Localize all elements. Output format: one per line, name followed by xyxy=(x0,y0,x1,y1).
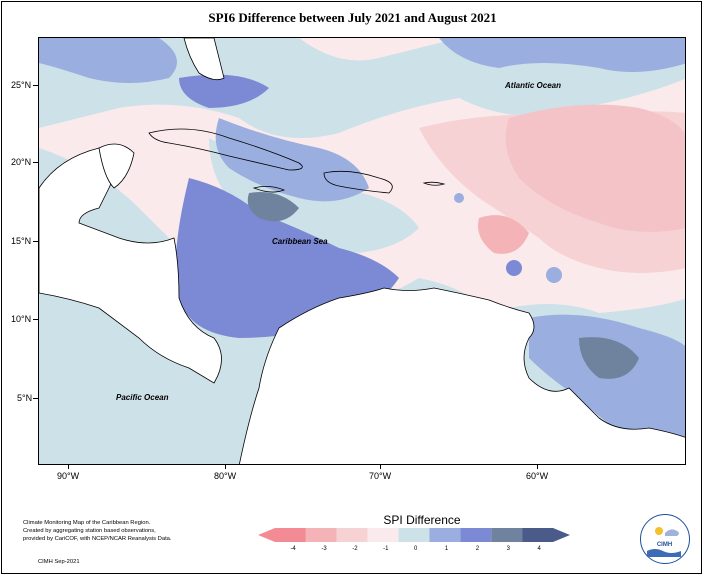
x-tick-label: 70°W xyxy=(369,471,392,481)
y-tick-label: 20°N xyxy=(11,157,32,167)
legend-colorbar xyxy=(258,528,570,542)
legend-title: SPI Difference xyxy=(383,513,461,527)
x-tick-mark xyxy=(68,465,69,469)
x-tick-mark xyxy=(380,465,381,469)
legend-tick-label: 4 xyxy=(537,546,541,552)
y-tick-mark xyxy=(33,319,38,320)
cimh-logo: CIMH xyxy=(640,514,690,564)
x-tick-mark xyxy=(537,465,538,469)
map-title: SPI6 Difference between July 2021 and Au… xyxy=(208,10,497,25)
legend-swatch xyxy=(367,528,399,542)
legend-tick-label: -1 xyxy=(383,546,389,552)
y-tick-mark xyxy=(33,398,38,399)
y-tick-mark xyxy=(33,241,38,242)
legend-swatch xyxy=(305,528,337,542)
legend-swatch xyxy=(460,528,492,542)
footer-line: Created by aggregating station based obs… xyxy=(23,528,156,534)
legend-tick-label: -3 xyxy=(321,546,327,552)
x-tick-label: 80°W xyxy=(214,471,237,481)
label-atlantic-ocean: Atlantic Ocean xyxy=(505,81,562,90)
legend-swatch xyxy=(522,528,570,542)
legend-swatch xyxy=(398,528,430,542)
label-caribbean-sea: Caribbean Sea xyxy=(272,237,328,246)
y-tick-label: 5°N xyxy=(17,393,33,403)
x-tick-label: 60°W xyxy=(526,471,549,481)
logo-emblem-icon xyxy=(647,527,681,557)
y-tick-label: 10°N xyxy=(11,314,32,324)
legend-tick-label: 2 xyxy=(475,546,480,552)
footer-line: Climate Monitoring Map of the Caribbean … xyxy=(23,520,151,526)
legend-tick-label: -4 xyxy=(290,546,296,552)
y-tick-label: 25°N xyxy=(11,80,32,90)
legend-tick-label: 1 xyxy=(444,546,449,552)
legend-tick-label: 0 xyxy=(414,546,418,552)
footer-description: Climate Monitoring Map of the Caribbean … xyxy=(23,519,203,543)
y-tick-mark xyxy=(33,162,38,163)
y-tick-label: 15°N xyxy=(11,236,32,246)
legend-tick-label: 3 xyxy=(506,546,510,552)
legend-swatch xyxy=(258,528,306,542)
legend-swatch xyxy=(336,528,368,542)
legend-tick-label: -2 xyxy=(352,546,358,552)
logo-text: CIMH xyxy=(656,542,673,548)
label-pacific-ocean: Pacific Ocean xyxy=(116,393,169,402)
x-tick-mark xyxy=(225,465,226,469)
y-tick-mark xyxy=(33,85,38,86)
x-tick-label: 90°W xyxy=(57,471,80,481)
legend-swatch xyxy=(429,528,461,542)
footer-line: provided by CariCOF, with NCEP/NCAR Rean… xyxy=(23,536,172,542)
legend-swatch xyxy=(491,528,523,542)
footer-credit: CIMH Sep-2021 xyxy=(38,559,80,565)
